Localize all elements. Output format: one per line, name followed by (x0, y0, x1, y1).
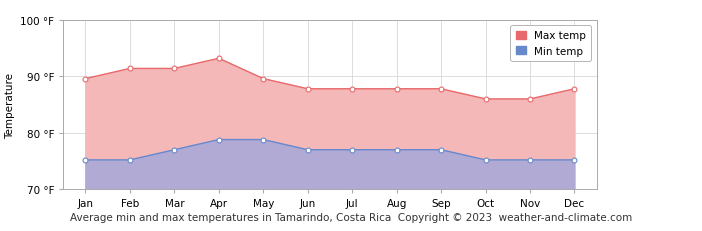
Y-axis label: Temperature: Temperature (5, 72, 15, 138)
Legend: Max temp, Min temp: Max temp, Min temp (510, 26, 592, 61)
Text: Average min and max temperatures in Tamarindo, Costa Rica  Copyright © 2023  wea: Average min and max temperatures in Tama… (70, 212, 632, 222)
